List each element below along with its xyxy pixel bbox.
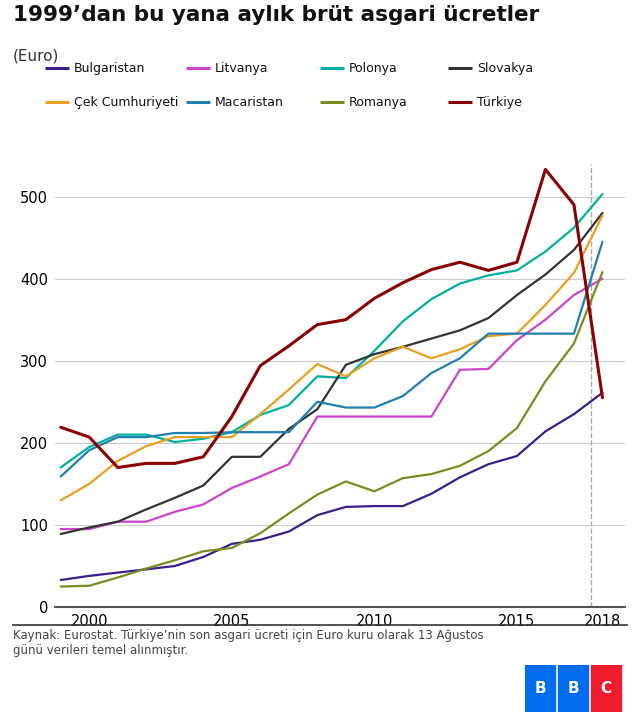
- Text: Kaynak: Eurostat. Türkiye’nin son asgari ücreti için Euro kuru olarak 13 Ağustos: Kaynak: Eurostat. Türkiye’nin son asgari…: [13, 629, 483, 657]
- Bar: [525, 665, 556, 712]
- Text: B: B: [567, 681, 579, 696]
- Bar: [558, 665, 588, 712]
- Text: B: B: [534, 681, 546, 696]
- Text: 1999’dan bu yana aylık brüt asgari ücretler: 1999’dan bu yana aylık brüt asgari ücret…: [13, 5, 539, 25]
- Text: Polonya: Polonya: [349, 62, 397, 75]
- Text: C: C: [600, 681, 612, 696]
- Text: Çek Cumhuriyeti: Çek Cumhuriyeti: [74, 96, 178, 109]
- Text: (Euro): (Euro): [13, 48, 59, 63]
- Text: Türkiye: Türkiye: [477, 96, 522, 109]
- Text: Macaristan: Macaristan: [214, 96, 284, 109]
- Text: Romanya: Romanya: [349, 96, 408, 109]
- Text: Litvanya: Litvanya: [214, 62, 268, 75]
- Text: Slovakya: Slovakya: [477, 62, 533, 75]
- Bar: [591, 665, 621, 712]
- Text: Bulgaristan: Bulgaristan: [74, 62, 145, 75]
